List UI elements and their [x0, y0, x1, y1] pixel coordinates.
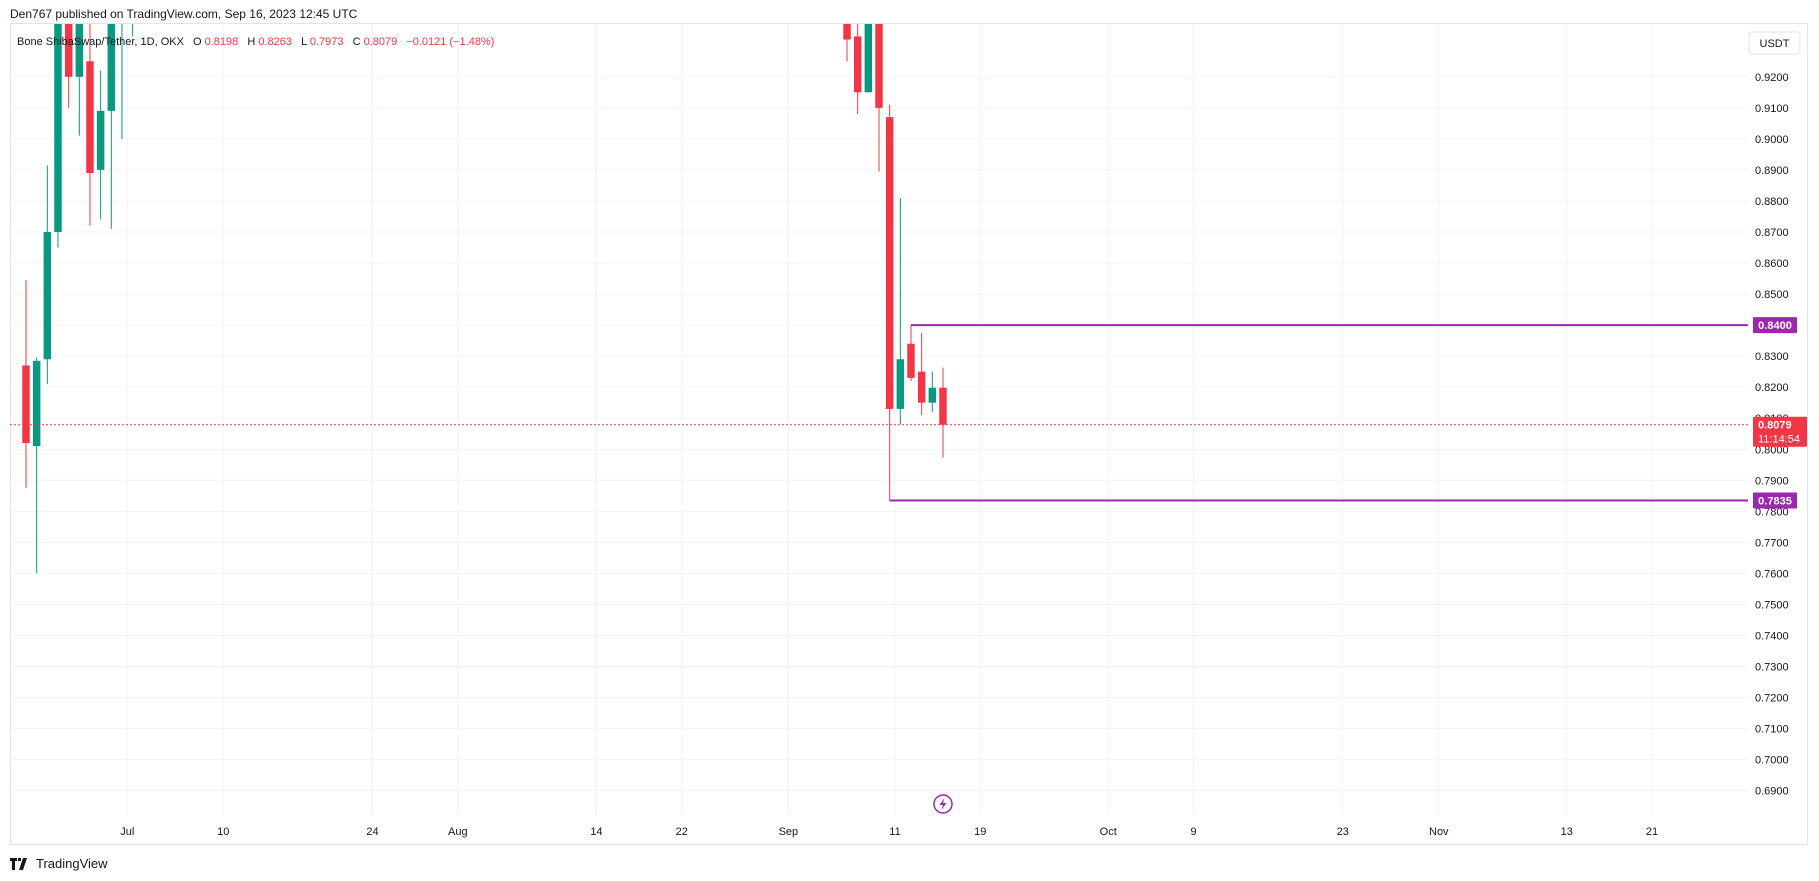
time-tick-label: Jul	[120, 826, 134, 838]
candles	[22, 0, 947, 574]
chart-frame	[10, 23, 1808, 845]
price-tick-label: 0.8500	[1755, 289, 1789, 301]
price-tick-label: 0.8800	[1755, 196, 1789, 208]
price-tick-label: 0.8600	[1755, 258, 1789, 270]
candle-body	[885, 117, 894, 409]
time-tick-label: 10	[217, 826, 229, 838]
horizontal-levels	[889, 324, 1748, 502]
candle-body	[875, 24, 883, 108]
candle-body	[22, 365, 30, 444]
price-tick-label: 0.9200	[1755, 72, 1789, 84]
level-badge	[1753, 317, 1797, 334]
footer: TradingView	[10, 856, 108, 871]
time-tick-label: 24	[366, 826, 378, 838]
time-tick-label: 19	[974, 826, 986, 838]
price-badges: 0.8400 0.7835 0.8079 11:14:54	[1753, 317, 1807, 509]
price-tick-label: 0.7800	[1755, 506, 1789, 518]
candle-body	[939, 387, 947, 425]
legend-symbol: Bone ShibaSwap/Tether, 1D, OKX	[17, 36, 185, 48]
price-tick-label: 0.6900	[1755, 786, 1789, 798]
price-tick-label: 0.8200	[1755, 382, 1789, 394]
price-tick-label: 0.7400	[1755, 631, 1789, 643]
price-tick-label: 0.7300	[1755, 662, 1789, 674]
candle-body	[864, 24, 873, 93]
time-tick-label: 22	[676, 826, 688, 838]
price-tick-label: 0.7700	[1755, 537, 1789, 549]
candle-body	[843, 24, 851, 40]
time-tick-label: 11	[889, 826, 900, 838]
time-tick-label: 23	[1337, 826, 1349, 838]
candle-body	[107, 24, 116, 111]
time-axis: Jul 10 24 Aug 14 22 Sep 11 19 Oct 9 23 Nov 13 21	[120, 826, 1658, 838]
candle-body	[54, 24, 62, 232]
legend-o-value: 0.8198	[205, 36, 239, 48]
price-tick-label: 0.7500	[1755, 599, 1789, 611]
legend: Bone ShibaSwap/Tether, 1D, OKX O 0.8198 …	[17, 36, 494, 48]
time-tick-label: Oct	[1100, 826, 1117, 838]
time-tick-label: Sep	[779, 826, 799, 838]
price-tick-label: 0.9100	[1755, 103, 1789, 115]
price-tick-label: 0.7000	[1755, 755, 1789, 767]
time-tick-label: 9	[1190, 826, 1196, 838]
legend-o-label: O	[193, 36, 202, 48]
candle-body	[129, 0, 136, 15]
countdown-label: 11:14:54	[1758, 434, 1800, 446]
candle-body	[64, 24, 73, 77]
last-price-badge	[1753, 416, 1807, 447]
price-tick-label: 0.8000	[1755, 444, 1789, 456]
candle-body	[43, 231, 52, 360]
legend-change: −0.0121 (−1.48%)	[406, 36, 494, 48]
legend-c-value: 0.8079	[364, 36, 398, 48]
time-tick-label: Nov	[1429, 826, 1449, 838]
price-tick-label: 0.7600	[1755, 568, 1789, 580]
tradingview-logo-icon	[10, 857, 27, 870]
candle-body	[853, 36, 862, 93]
level-badge-label: 0.8400	[1758, 320, 1792, 332]
price-tick-label: 0.7900	[1755, 475, 1789, 487]
last-price-label: 0.8079	[1758, 420, 1792, 432]
legend-l-value: 0.7973	[310, 36, 344, 48]
legend-h-label: H	[247, 36, 255, 48]
legend-c-label: C	[353, 36, 361, 48]
level-badge-label: 0.7835	[1758, 495, 1792, 507]
level-badge	[1753, 492, 1797, 509]
time-tick-label: 21	[1646, 826, 1658, 838]
candle-body	[86, 61, 94, 173]
candle-body	[96, 110, 105, 170]
legend-l-label: L	[301, 36, 307, 48]
candle-body	[907, 343, 915, 378]
candle-body	[32, 360, 41, 447]
publisher-line: Den767 published on TradingView.com, Sep…	[10, 7, 358, 21]
currency-button[interactable]: USDT	[1748, 31, 1801, 55]
candle-body	[118, 0, 125, 15]
price-tick-label: 0.8900	[1755, 165, 1789, 177]
lightning-icon[interactable]	[933, 794, 953, 814]
price-tick-label: 0.8700	[1755, 227, 1789, 239]
price-tick-label: 0.7100	[1755, 724, 1789, 736]
candle-body	[75, 24, 84, 77]
candle-body	[928, 387, 937, 403]
time-tick-label: 13	[1561, 826, 1573, 838]
footer-brand: TradingView	[36, 856, 108, 871]
candle-body	[917, 371, 926, 403]
price-tick-label: 0.8300	[1755, 351, 1789, 363]
time-tick-label: Aug	[448, 826, 468, 838]
price-tick-label: 0.7200	[1755, 693, 1789, 705]
price-tick-label: 0.9000	[1755, 134, 1789, 146]
time-tick-label: 14	[590, 826, 602, 838]
candle-body	[896, 359, 905, 409]
currency-label: USDT	[1760, 38, 1790, 50]
legend-h-value: 0.8263	[258, 36, 292, 48]
